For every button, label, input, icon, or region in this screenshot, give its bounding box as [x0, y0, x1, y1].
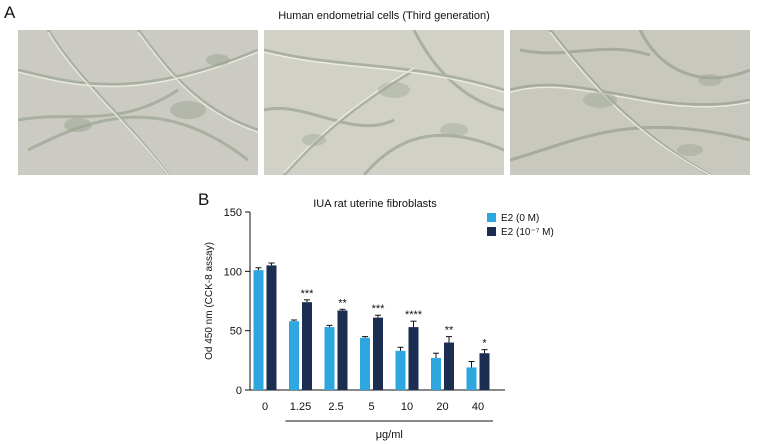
- bar-e2-10-7m: [266, 265, 277, 390]
- x-tick-label: 20: [436, 401, 448, 413]
- x-tick-label: 1.25: [290, 401, 311, 413]
- bar-e2-10-7m: [408, 327, 419, 390]
- bar-e2-10-7m: [444, 342, 454, 390]
- micrograph-2: [264, 30, 504, 175]
- bar-e2-0m: [324, 327, 335, 390]
- significance-label: **: [445, 325, 454, 337]
- micrograph-1: [18, 30, 258, 175]
- bar-e2-10-7m: [373, 317, 383, 390]
- bar-e2-0m: [289, 321, 299, 390]
- y-tick-label: 100: [224, 266, 242, 278]
- panel-a-letter: A: [4, 3, 16, 22]
- chart-title: IUA rat uterine fibroblasts: [313, 198, 437, 210]
- x-tick-label: 10: [401, 401, 413, 413]
- significance-label: *: [482, 338, 487, 350]
- legend-swatch: [487, 227, 496, 236]
- legend-label: E2 (0 M): [501, 213, 539, 224]
- bar-e2-0m: [466, 367, 477, 390]
- y-tick-label: 150: [224, 207, 242, 219]
- y-tick-label: 50: [230, 326, 242, 338]
- y-tick-label: 0: [236, 385, 242, 397]
- y-axis-label: Od 450 nm (CCK-8 assay): [204, 242, 215, 360]
- x-axis-label: μg/ml: [376, 429, 403, 441]
- bar-e2-10-7m: [302, 302, 312, 390]
- figure-a-title: Human endometrial cells (Third generatio…: [278, 10, 490, 22]
- x-tick-label: 2.5: [328, 401, 343, 413]
- x-tick-label: 5: [368, 401, 374, 413]
- bar-e2-0m: [395, 350, 406, 390]
- significance-label: ****: [405, 309, 423, 321]
- bar-e2-10-7m: [479, 353, 490, 390]
- significance-label: ***: [372, 303, 386, 315]
- significance-label: **: [338, 297, 347, 309]
- legend-swatch: [487, 213, 496, 222]
- x-tick-label: 40: [472, 401, 484, 413]
- legend-label: E2 (10⁻⁷ M): [501, 227, 554, 238]
- bar-e2-10-7m: [337, 310, 348, 390]
- significance-label: ***: [301, 288, 315, 300]
- bar-e2-0m: [431, 357, 441, 390]
- panel-b-letter: B: [198, 190, 210, 209]
- bar-e2-0m: [253, 270, 264, 390]
- micrograph-3: [510, 30, 750, 175]
- bar-e2-0m: [360, 337, 370, 390]
- x-tick-label: 0: [262, 401, 268, 413]
